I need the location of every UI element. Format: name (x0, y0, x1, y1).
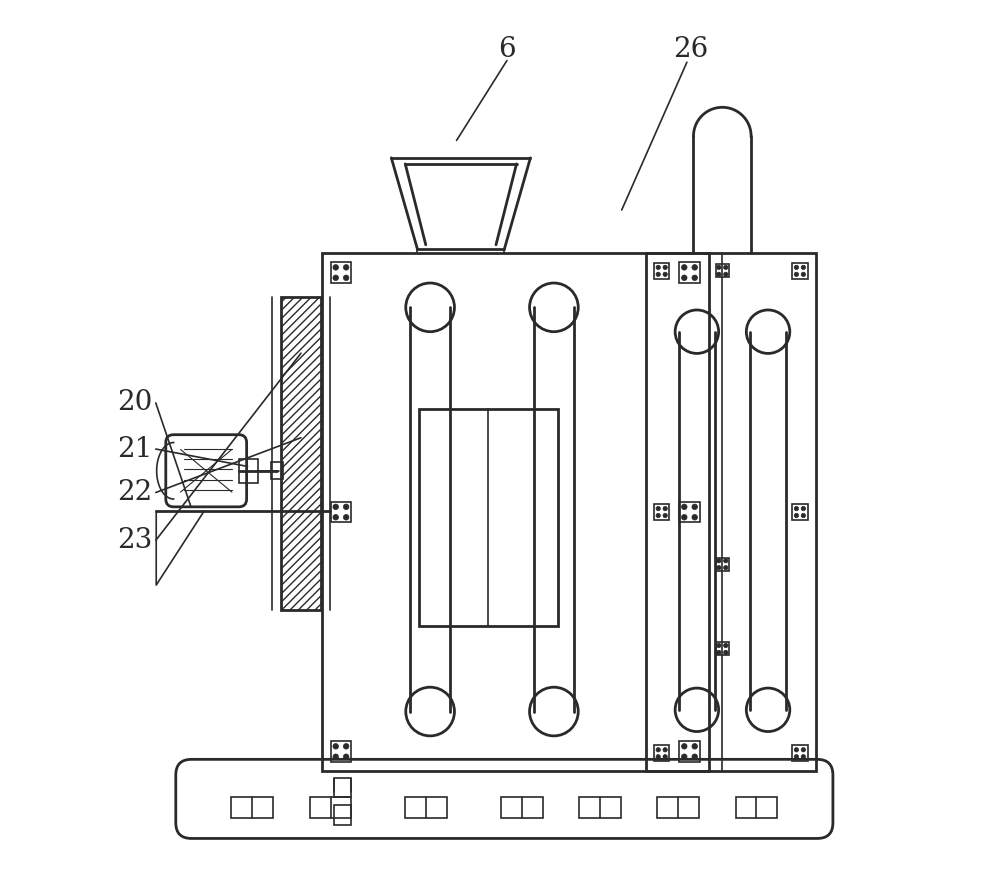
Bar (310, 797, 351, 819)
Circle shape (663, 265, 667, 269)
Circle shape (794, 265, 799, 269)
Circle shape (801, 272, 806, 276)
Circle shape (681, 754, 687, 760)
Bar (716, 558, 729, 571)
Circle shape (692, 264, 697, 270)
Circle shape (656, 747, 660, 752)
Circle shape (333, 754, 338, 760)
Circle shape (692, 504, 697, 509)
Bar (501, 797, 543, 819)
Bar (334, 806, 351, 825)
Bar (716, 643, 729, 656)
Circle shape (801, 514, 806, 518)
Bar (334, 778, 351, 797)
Circle shape (343, 264, 349, 270)
Circle shape (724, 265, 728, 269)
Circle shape (724, 651, 728, 655)
Circle shape (801, 747, 806, 752)
Bar (679, 262, 700, 283)
Circle shape (801, 754, 806, 759)
Bar (271, 462, 283, 480)
Bar (331, 501, 351, 522)
Circle shape (717, 651, 721, 655)
Circle shape (681, 744, 687, 749)
Bar (231, 797, 273, 819)
Circle shape (681, 504, 687, 509)
Circle shape (794, 747, 799, 752)
Circle shape (692, 754, 697, 760)
Circle shape (717, 272, 721, 276)
Circle shape (656, 754, 660, 759)
Bar (792, 504, 808, 520)
Circle shape (343, 275, 349, 281)
Circle shape (717, 644, 721, 648)
Bar (646, 254, 816, 771)
Circle shape (343, 754, 349, 760)
Bar (792, 746, 808, 761)
Bar (405, 797, 447, 819)
Circle shape (343, 514, 349, 520)
Bar (419, 409, 558, 626)
Bar (322, 254, 709, 771)
Circle shape (724, 272, 728, 276)
Bar (654, 504, 669, 520)
Text: 6: 6 (498, 36, 516, 63)
Circle shape (794, 507, 799, 511)
Bar (579, 797, 621, 819)
Circle shape (681, 275, 687, 281)
Circle shape (681, 514, 687, 520)
Text: 21: 21 (117, 435, 152, 462)
Bar (657, 797, 699, 819)
Text: 22: 22 (117, 479, 152, 506)
Circle shape (717, 559, 721, 563)
Circle shape (724, 566, 728, 570)
Text: 20: 20 (117, 390, 152, 417)
Circle shape (724, 644, 728, 648)
Circle shape (343, 504, 349, 509)
Circle shape (724, 559, 728, 563)
Bar (331, 262, 351, 283)
Circle shape (717, 265, 721, 269)
Circle shape (333, 504, 338, 509)
Circle shape (692, 744, 697, 749)
Circle shape (333, 264, 338, 270)
Bar (736, 797, 777, 819)
Circle shape (663, 754, 667, 759)
Circle shape (333, 275, 338, 281)
Circle shape (656, 507, 660, 511)
Circle shape (681, 264, 687, 270)
Circle shape (794, 514, 799, 518)
Bar (654, 746, 669, 761)
Bar (239, 459, 258, 483)
Circle shape (794, 754, 799, 759)
Circle shape (663, 747, 667, 752)
Circle shape (801, 265, 806, 269)
Circle shape (333, 744, 338, 749)
Bar (281, 297, 321, 610)
Circle shape (663, 514, 667, 518)
Circle shape (656, 272, 660, 276)
Circle shape (343, 744, 349, 749)
Circle shape (692, 275, 697, 281)
Circle shape (801, 507, 806, 511)
Bar (654, 263, 669, 279)
Circle shape (717, 566, 721, 570)
Bar (716, 264, 729, 277)
Circle shape (663, 272, 667, 276)
Circle shape (663, 507, 667, 511)
Text: 26: 26 (674, 36, 709, 63)
Circle shape (656, 514, 660, 518)
Text: 23: 23 (117, 527, 152, 554)
Circle shape (692, 514, 697, 520)
Circle shape (656, 265, 660, 269)
Bar (679, 501, 700, 522)
Bar (792, 263, 808, 279)
Circle shape (794, 272, 799, 276)
Circle shape (333, 514, 338, 520)
Bar (331, 741, 351, 762)
Bar (679, 741, 700, 762)
